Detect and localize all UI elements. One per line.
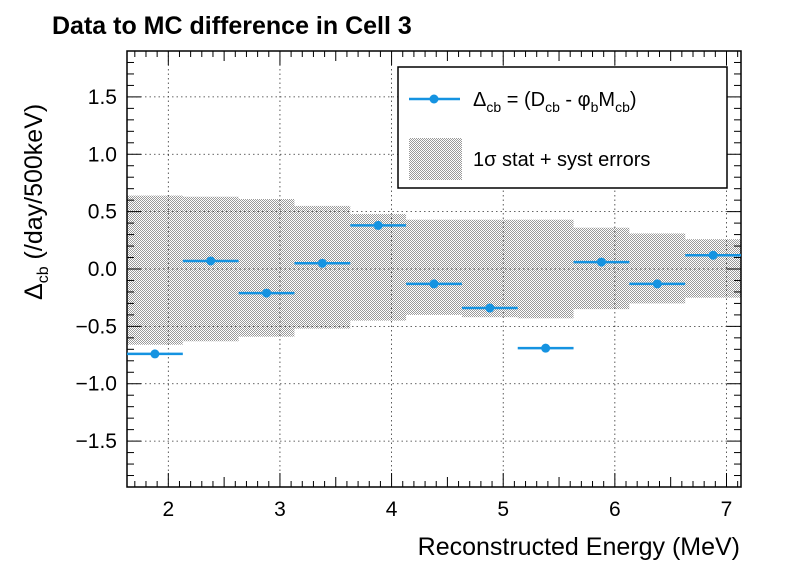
- band-bin: [127, 195, 183, 345]
- band-bin: [406, 219, 462, 315]
- y-tick-label: 1.5: [88, 86, 117, 109]
- x-axis-title: Reconstructed Energy (MeV): [418, 533, 740, 561]
- x-tick-label: 5: [497, 498, 509, 521]
- legend-entry-band: 1σ stat + syst errors: [473, 149, 650, 171]
- y-axis-title: Δcb (/day/500keV): [20, 104, 52, 300]
- legend-l1-main: Δ: [473, 89, 486, 111]
- x-tick-label: 2: [162, 498, 174, 521]
- tick-labels: 2 3 4 5 6 7 −1.5 −1.0 −0.5 0.0 0.5 1.0 1.5: [76, 86, 733, 521]
- x-tick-label: 3: [274, 498, 286, 521]
- band-bin: [685, 239, 741, 298]
- band-bin: [238, 199, 295, 337]
- x-tick-label: 7: [721, 498, 733, 521]
- legend-l1-sub3: b: [591, 99, 599, 115]
- y-tick-label: 1.0: [88, 143, 117, 166]
- x-tick-label: 6: [609, 498, 621, 521]
- y-tick-label: −1.0: [76, 373, 117, 396]
- data-point: [485, 303, 495, 313]
- chart-title: Data to MC difference in Cell 3: [52, 12, 412, 40]
- x-tick-label: 4: [386, 498, 398, 521]
- y-axis-title-sub: cb: [35, 266, 52, 283]
- legend-l1-sub2: cb: [545, 99, 560, 115]
- legend-l1-sub4: cb: [615, 99, 630, 115]
- legend-entry-delta: Δcb = (Dcb - φbMcb): [473, 89, 637, 115]
- legend-l1-end: ): [630, 89, 637, 111]
- data-point: [150, 349, 160, 359]
- axis-ticks: [127, 50, 741, 488]
- legend-marker-point: [429, 94, 439, 104]
- band-bin: [573, 227, 630, 310]
- y-tick-label: −0.5: [76, 315, 117, 338]
- data-point: [652, 279, 662, 289]
- error-band: [127, 195, 741, 345]
- data-point: [206, 256, 216, 266]
- data-point: [317, 258, 327, 268]
- y-tick-label: 0.5: [88, 201, 117, 224]
- data-point: [596, 257, 606, 267]
- legend-band-swatch: [409, 138, 462, 180]
- y-axis-title-rest: (/day/500keV): [20, 104, 48, 267]
- legend-l1-mid2: - φ: [560, 89, 591, 111]
- band-bin: [350, 213, 407, 321]
- data-point: [541, 343, 551, 353]
- y-tick-label: 0.0: [88, 258, 117, 281]
- y-tick-label: −1.5: [76, 430, 117, 453]
- data-point: [373, 220, 383, 230]
- band-bin: [182, 196, 239, 342]
- legend: Δcb = (Dcb - φbMcb) 1σ stat + syst error…: [397, 66, 728, 189]
- legend-l1-mid: = (D: [501, 89, 545, 111]
- legend-l1-mid3: M: [598, 89, 615, 111]
- data-points: [127, 220, 741, 359]
- band-bin: [461, 219, 518, 318]
- data-point: [262, 288, 272, 298]
- band-bin: [629, 233, 686, 304]
- data-point: [429, 279, 439, 289]
- y-axis-title-main: Δ: [20, 283, 48, 300]
- legend-l1-sub1: cb: [486, 99, 501, 115]
- data-point: [708, 250, 718, 260]
